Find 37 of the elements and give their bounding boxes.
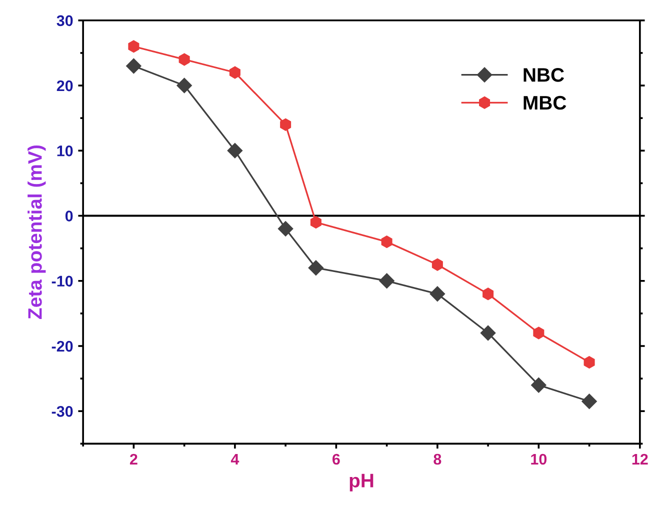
point — [482, 288, 494, 300]
y-tick-label: -20 — [52, 340, 73, 352]
y-tick-label: 30 — [56, 15, 73, 26]
y-tick-label: 0 — [65, 210, 73, 222]
point — [582, 394, 597, 409]
y-axis-title: Zeta potential (mV) — [28, 146, 46, 319]
point — [533, 326, 544, 340]
x-tick-label: 2 — [130, 454, 138, 464]
x-tick-label: 4 — [230, 454, 240, 464]
point — [227, 143, 243, 158]
point — [432, 258, 443, 271]
x-tick-label: 10 — [531, 454, 547, 465]
y-tick-label: -10 — [52, 276, 73, 287]
x-tick-label: 8 — [434, 454, 442, 465]
point — [379, 273, 394, 288]
point — [229, 66, 240, 79]
point — [584, 356, 595, 369]
point — [308, 260, 324, 276]
point — [310, 216, 322, 229]
x-tick-label: 6 — [332, 454, 340, 465]
point — [381, 236, 392, 248]
x-tick-label: 12 — [632, 454, 648, 464]
point — [128, 40, 140, 53]
point — [480, 325, 496, 341]
legend-label: NBC — [524, 68, 564, 82]
point — [126, 58, 142, 74]
point — [430, 286, 445, 302]
point — [178, 53, 190, 66]
legend-label: MBC — [524, 96, 566, 110]
point — [176, 78, 192, 94]
y-tick-label: -30 — [52, 406, 73, 417]
y-tick-label: 20 — [56, 80, 73, 92]
y-tick-label: 10 — [57, 146, 73, 156]
x-axis-title: pH — [350, 474, 374, 492]
point — [278, 221, 294, 236]
point — [531, 378, 546, 393]
point — [280, 118, 292, 131]
